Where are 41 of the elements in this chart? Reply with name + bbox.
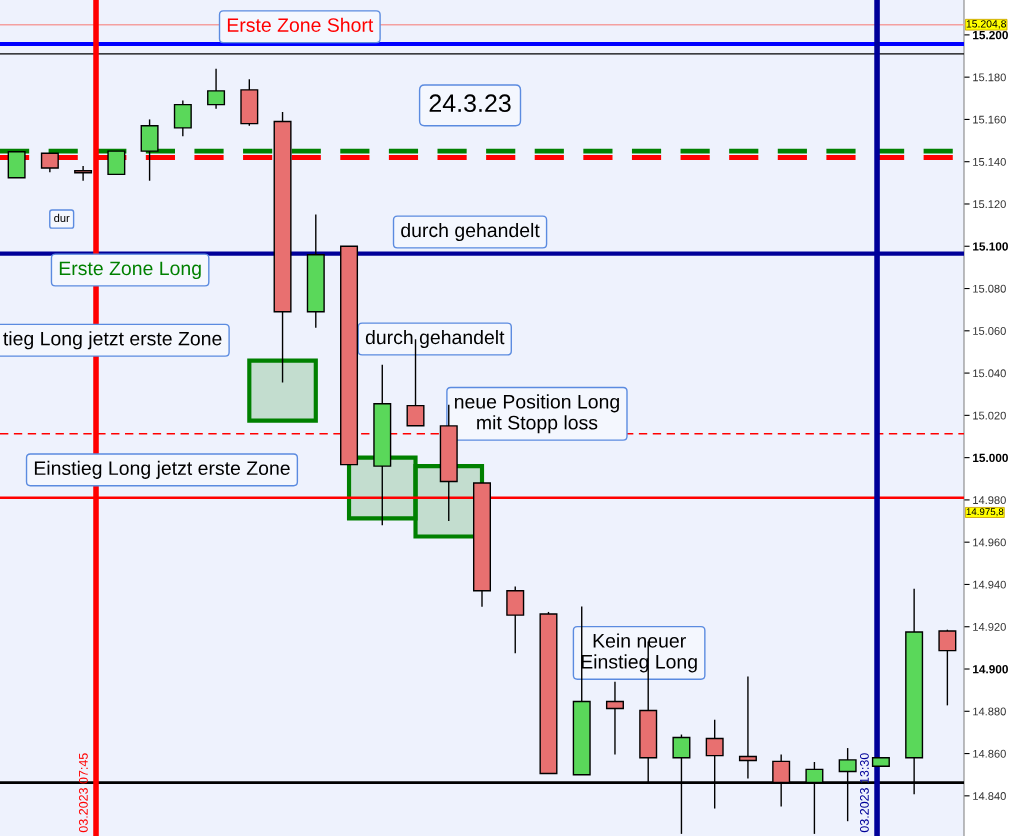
candlestick: [738, 675, 757, 780]
annotation: Kein neuer Einstieg Long: [581, 633, 697, 673]
candlestick: [605, 680, 624, 756]
y-tick-label: 15.160: [973, 115, 1006, 124]
y-tick-label: 14.880: [973, 707, 1006, 716]
annotation: durch gehandelt: [401, 222, 540, 242]
annotation: tieg Long jetzt erste Zone: [3, 331, 222, 350]
candlestick: [74, 165, 93, 182]
annotation: dur: [54, 213, 70, 223]
y-tick-label: 15.120: [973, 200, 1006, 209]
y-tick-label: 15.080: [973, 284, 1006, 293]
candlestick: [207, 68, 226, 110]
candlestick: [107, 150, 126, 176]
annotation: 03.2023 13:30: [859, 753, 869, 833]
y-tick-label: 15.000: [973, 453, 1008, 463]
y-tick-label: 14.900: [973, 665, 1008, 674]
candlestick: [40, 152, 59, 173]
annotation: durch gehandelt: [365, 329, 505, 349]
y-tick-label: 14.940: [973, 580, 1006, 589]
annotation: Erste Zone Short: [227, 17, 374, 32]
y-tick-label: 15.040: [973, 369, 1006, 378]
y-tick-label: 15.180: [973, 73, 1006, 82]
y-tick-label: 14.920: [973, 623, 1006, 631]
annotation: neue Position Long mit Stopp loss: [455, 394, 619, 434]
y-tick-label: 14.980: [973, 496, 1006, 505]
annotation: 03.2023 07:45: [78, 753, 88, 833]
y-tick-label: 15.020: [973, 411, 1006, 420]
annotation: 24.3.23: [429, 94, 511, 113]
ref-line-label: 15.204,8: [966, 20, 1007, 29]
y-tick-label: 15.140: [973, 157, 1006, 166]
y-tick-label: 14.840: [973, 792, 1006, 800]
y-tick-label: 15.100: [973, 242, 1008, 251]
y-tick-label: 14.960: [973, 538, 1006, 547]
y-tick-label: 14.860: [973, 749, 1006, 758]
text: 14.975,8: [966, 508, 1004, 517]
candlestick: [938, 629, 957, 707]
candlestick: [173, 99, 192, 138]
y-tick-label: 15.060: [973, 327, 1006, 335]
y-tick-label: 15.200: [973, 30, 1008, 40]
annotation: Einstieg Long jetzt erste Zone: [34, 460, 290, 479]
annotation: Erste Zone Long: [59, 261, 201, 280]
